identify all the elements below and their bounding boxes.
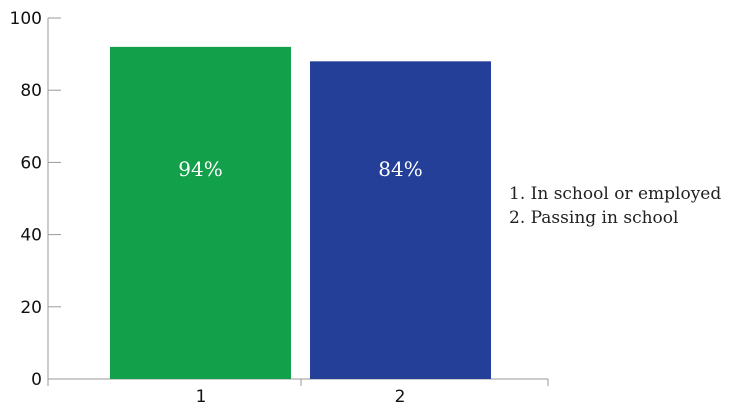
bars xyxy=(110,47,491,379)
bar-data-labels: 94% 84% xyxy=(178,157,422,181)
y-tick-label: 40 xyxy=(20,226,42,246)
bar-2 xyxy=(310,61,491,379)
y-tick-label: 20 xyxy=(20,298,42,318)
bar-data-label: 84% xyxy=(378,157,422,181)
y-tick-label: 100 xyxy=(10,9,42,29)
legend-entry: 2. Passing in school xyxy=(509,208,678,228)
y-tick-label: 0 xyxy=(31,370,42,390)
bar-1 xyxy=(110,47,291,379)
legend: 1. In school or employed 2. Passing in sc… xyxy=(509,184,721,228)
y-tick-label: 80 xyxy=(20,81,42,101)
x-tick-label: 2 xyxy=(395,387,406,406)
x-tick-label: 1 xyxy=(196,387,207,406)
bar-data-label: 94% xyxy=(178,157,222,181)
y-tick-label: 60 xyxy=(20,153,42,173)
y-axis: 0 20 40 60 80 100 xyxy=(10,9,61,390)
legend-entry: 1. In school or employed xyxy=(509,184,721,204)
